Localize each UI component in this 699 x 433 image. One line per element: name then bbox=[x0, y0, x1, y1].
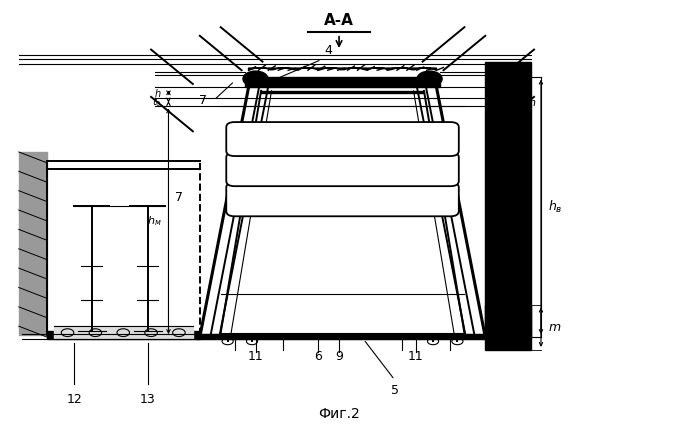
FancyBboxPatch shape bbox=[226, 152, 459, 186]
FancyBboxPatch shape bbox=[226, 182, 459, 216]
Text: $t_б$: $t_б$ bbox=[500, 323, 510, 337]
Text: 4: 4 bbox=[324, 44, 333, 57]
Polygon shape bbox=[261, 91, 424, 94]
Text: 6: 6 bbox=[315, 350, 322, 363]
Text: 11: 11 bbox=[247, 350, 264, 363]
Text: $m$: $m$ bbox=[548, 321, 561, 334]
Polygon shape bbox=[19, 152, 47, 335]
Text: Фиг.2: Фиг.2 bbox=[318, 407, 360, 421]
Text: 5: 5 bbox=[391, 384, 398, 397]
Circle shape bbox=[243, 71, 268, 87]
Text: $h$: $h$ bbox=[154, 87, 161, 99]
Polygon shape bbox=[196, 333, 489, 339]
Text: $t_0$: $t_0$ bbox=[152, 95, 161, 109]
Circle shape bbox=[417, 71, 442, 87]
Text: $h_в$: $h_в$ bbox=[548, 199, 563, 215]
FancyBboxPatch shape bbox=[226, 122, 459, 156]
Text: А-А: А-А bbox=[324, 13, 354, 28]
Polygon shape bbox=[47, 330, 200, 339]
Polygon shape bbox=[485, 305, 531, 350]
Text: 10: 10 bbox=[345, 124, 361, 137]
Text: 7: 7 bbox=[175, 191, 183, 204]
Text: $h_м$: $h_м$ bbox=[147, 214, 161, 228]
Text: $t_к$: $t_к$ bbox=[500, 316, 510, 330]
Polygon shape bbox=[54, 326, 193, 339]
Text: 13: 13 bbox=[140, 393, 155, 406]
Polygon shape bbox=[245, 77, 440, 87]
Polygon shape bbox=[485, 61, 531, 337]
Text: 12: 12 bbox=[66, 393, 82, 406]
Polygon shape bbox=[249, 68, 437, 70]
Text: 7: 7 bbox=[199, 94, 207, 107]
Text: 8: 8 bbox=[391, 124, 398, 137]
Text: 9: 9 bbox=[335, 350, 343, 363]
Text: $\wedge h$: $\wedge h$ bbox=[520, 96, 537, 108]
Text: 11: 11 bbox=[408, 350, 424, 363]
